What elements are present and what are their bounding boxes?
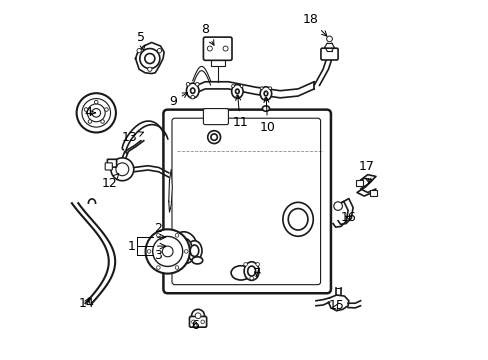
Text: 16: 16 — [340, 211, 356, 224]
Text: 7: 7 — [252, 267, 261, 280]
Ellipse shape — [244, 262, 259, 280]
Circle shape — [88, 120, 92, 123]
Circle shape — [195, 313, 201, 319]
Bar — [355, 180, 363, 186]
Circle shape — [157, 49, 162, 53]
Circle shape — [145, 229, 189, 274]
Text: 1: 1 — [127, 240, 135, 253]
Ellipse shape — [231, 266, 250, 280]
Text: 10: 10 — [259, 98, 275, 134]
Circle shape — [156, 266, 160, 269]
Circle shape — [184, 249, 188, 253]
Circle shape — [255, 262, 259, 266]
Circle shape — [137, 49, 141, 53]
Circle shape — [207, 131, 220, 144]
Circle shape — [84, 108, 88, 111]
FancyBboxPatch shape — [107, 159, 116, 167]
Bar — [369, 190, 377, 196]
Ellipse shape — [235, 89, 239, 94]
FancyBboxPatch shape — [189, 316, 206, 327]
Ellipse shape — [170, 232, 197, 264]
Circle shape — [190, 95, 194, 99]
Text: 3: 3 — [154, 249, 162, 262]
FancyBboxPatch shape — [105, 163, 112, 170]
Circle shape — [191, 320, 195, 324]
Circle shape — [244, 262, 247, 266]
Circle shape — [140, 49, 160, 68]
Circle shape — [186, 82, 189, 86]
Ellipse shape — [264, 91, 267, 96]
FancyBboxPatch shape — [203, 109, 228, 125]
FancyBboxPatch shape — [320, 48, 337, 60]
Ellipse shape — [186, 241, 202, 261]
Circle shape — [87, 104, 105, 122]
Text: 9: 9 — [169, 93, 187, 108]
Circle shape — [223, 46, 227, 51]
Circle shape — [268, 87, 271, 90]
Ellipse shape — [231, 85, 243, 98]
Ellipse shape — [186, 83, 199, 98]
Text: 17: 17 — [358, 160, 374, 183]
Circle shape — [77, 93, 116, 132]
Circle shape — [249, 276, 253, 280]
Ellipse shape — [247, 266, 255, 276]
Text: 18: 18 — [302, 13, 326, 36]
Circle shape — [240, 85, 243, 87]
Text: 11: 11 — [232, 95, 247, 129]
Ellipse shape — [262, 106, 269, 111]
Circle shape — [144, 54, 155, 64]
Circle shape — [147, 67, 152, 71]
Text: 6: 6 — [191, 319, 199, 332]
Circle shape — [104, 108, 108, 111]
Text: 2: 2 — [154, 222, 162, 235]
Ellipse shape — [175, 238, 191, 258]
Text: 4: 4 — [84, 106, 95, 120]
Circle shape — [116, 163, 128, 176]
Ellipse shape — [287, 208, 307, 230]
Text: 15: 15 — [328, 299, 344, 312]
Text: 8: 8 — [201, 23, 214, 45]
Circle shape — [195, 82, 199, 86]
FancyBboxPatch shape — [163, 110, 330, 293]
Ellipse shape — [192, 257, 203, 264]
Circle shape — [235, 95, 238, 98]
Circle shape — [191, 309, 204, 322]
Circle shape — [201, 320, 204, 324]
Polygon shape — [135, 42, 164, 73]
Circle shape — [326, 36, 332, 42]
Text: 5: 5 — [137, 31, 145, 50]
Circle shape — [147, 249, 151, 253]
Ellipse shape — [260, 87, 271, 100]
Circle shape — [111, 158, 134, 181]
Circle shape — [175, 266, 179, 269]
Circle shape — [82, 99, 110, 127]
Text: 13: 13 — [122, 131, 143, 144]
Circle shape — [207, 46, 212, 51]
Circle shape — [156, 234, 160, 237]
Text: 14: 14 — [79, 297, 94, 310]
Ellipse shape — [190, 245, 198, 256]
Ellipse shape — [190, 88, 194, 93]
Circle shape — [94, 100, 98, 104]
Circle shape — [101, 120, 104, 123]
Circle shape — [231, 85, 234, 87]
Circle shape — [92, 109, 101, 117]
Circle shape — [333, 202, 342, 210]
Bar — [210, 58, 224, 66]
Circle shape — [152, 237, 183, 266]
Circle shape — [162, 246, 173, 257]
Circle shape — [210, 134, 217, 140]
Circle shape — [260, 87, 263, 90]
Text: 12: 12 — [102, 174, 119, 190]
FancyBboxPatch shape — [172, 118, 320, 285]
Circle shape — [264, 98, 267, 100]
Ellipse shape — [283, 202, 313, 236]
FancyBboxPatch shape — [203, 37, 231, 60]
Polygon shape — [168, 169, 172, 212]
Circle shape — [175, 234, 179, 237]
